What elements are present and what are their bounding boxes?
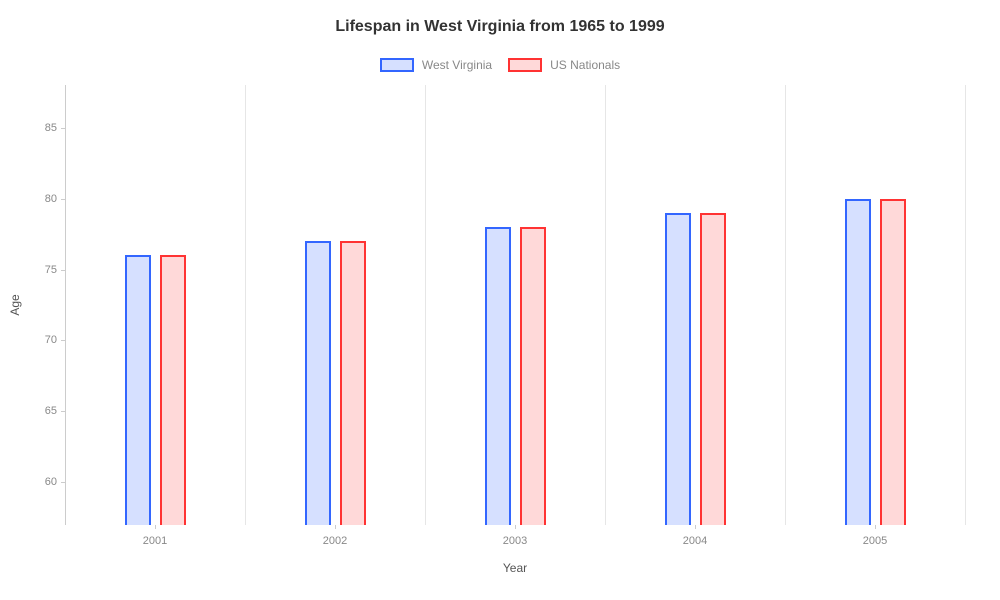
y-tick-label: 80 xyxy=(45,193,57,205)
grid-line-v xyxy=(785,85,786,525)
legend-item-wv: West Virginia xyxy=(380,58,492,72)
legend-item-us: US Nationals xyxy=(508,58,620,72)
y-tick-label: 70 xyxy=(45,334,57,346)
x-axis-title: Year xyxy=(503,561,527,575)
bar xyxy=(665,213,691,525)
x-tick-label: 2005 xyxy=(863,535,887,547)
x-tick-label: 2001 xyxy=(143,535,167,547)
grid-line-v xyxy=(965,85,966,525)
x-tick-mark xyxy=(155,525,156,529)
y-tick-label: 65 xyxy=(45,405,57,417)
x-tick-mark xyxy=(695,525,696,529)
y-tick-label: 60 xyxy=(45,476,57,488)
grid-line-v xyxy=(245,85,246,525)
bar xyxy=(340,241,366,525)
grid-line-v xyxy=(425,85,426,525)
legend-label-us: US Nationals xyxy=(550,58,620,72)
chart-container: Lifespan in West Virginia from 1965 to 1… xyxy=(0,0,1000,600)
bar xyxy=(880,199,906,525)
y-tick-label: 85 xyxy=(45,122,57,134)
chart-title: Lifespan in West Virginia from 1965 to 1… xyxy=(0,18,1000,36)
x-tick-label: 2003 xyxy=(503,535,527,547)
bar xyxy=(520,227,546,525)
y-tick-mark xyxy=(61,270,65,271)
bar xyxy=(485,227,511,525)
legend-label-wv: West Virginia xyxy=(422,58,492,72)
x-tick-label: 2002 xyxy=(323,535,347,547)
y-tick-mark xyxy=(61,340,65,341)
y-axis-title: Age xyxy=(8,294,22,315)
bar xyxy=(700,213,726,525)
bar xyxy=(845,199,871,525)
legend-swatch-wv xyxy=(380,58,414,72)
x-tick-mark xyxy=(875,525,876,529)
x-tick-mark xyxy=(515,525,516,529)
y-tick-mark xyxy=(61,411,65,412)
legend-swatch-us xyxy=(508,58,542,72)
y-tick-mark xyxy=(61,128,65,129)
y-tick-mark xyxy=(61,199,65,200)
legend: West Virginia US Nationals xyxy=(0,58,1000,72)
grid-line-v xyxy=(605,85,606,525)
x-tick-mark xyxy=(335,525,336,529)
x-tick-label: 2004 xyxy=(683,535,707,547)
y-axis-line xyxy=(65,85,66,525)
y-tick-label: 75 xyxy=(45,264,57,276)
bar xyxy=(305,241,331,525)
y-tick-mark xyxy=(61,482,65,483)
bar xyxy=(160,255,186,525)
bar xyxy=(125,255,151,525)
plot-area: Age Year 2001200220032004200560657075808… xyxy=(65,85,965,525)
